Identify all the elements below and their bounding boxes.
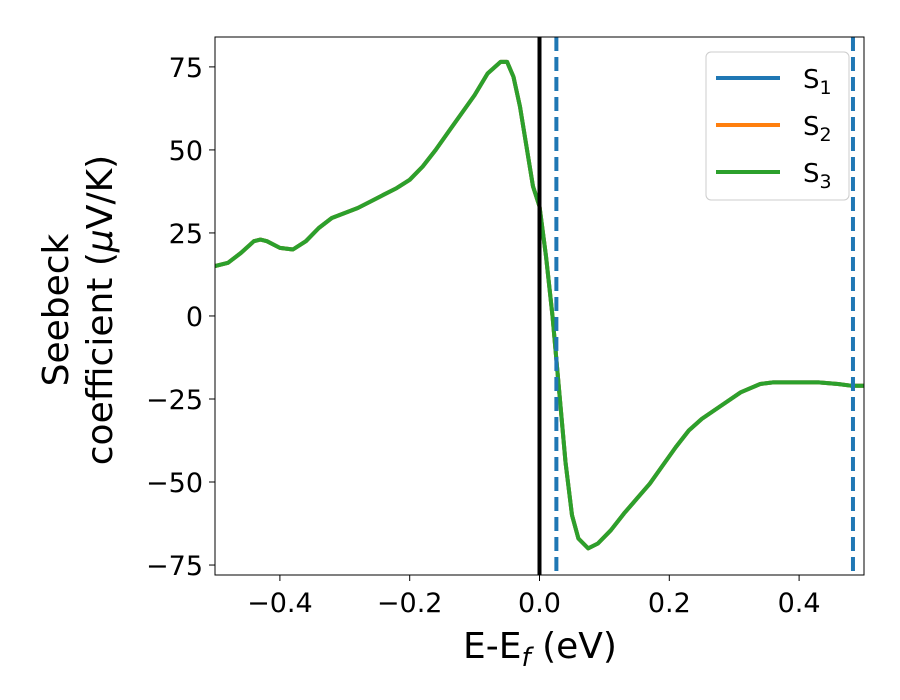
x-tick-label: 0.0 — [518, 588, 561, 619]
x-axis-label: E-Ef (eV) — [463, 626, 617, 673]
plot-area — [215, 37, 864, 575]
y-tick-label: −25 — [146, 385, 203, 416]
x-tick-label: 0.4 — [778, 588, 821, 619]
y-tick-label: 50 — [169, 136, 203, 167]
y-tick-label: 75 — [169, 53, 203, 84]
legend-label-s1: S1 — [803, 65, 832, 99]
x-tick-label: −0.2 — [377, 588, 443, 619]
y-tick-label: −75 — [146, 551, 203, 582]
x-tick-label: 0.2 — [648, 588, 691, 619]
series-group — [215, 59, 864, 551]
y-axis-label-line1: Seebeck — [36, 233, 77, 386]
series-line-s3 — [215, 59, 864, 551]
y-axis-label-line2: coefficient (μV/K) — [80, 155, 121, 465]
y-tick-label: −50 — [146, 468, 203, 499]
y-tick-label: 0 — [186, 302, 203, 333]
x-tick-label: −0.4 — [247, 588, 313, 619]
legend: S1 S2 S3 — [705, 51, 850, 201]
axes: −0.4 −0.2 0.0 0.2 0.4 75 50 25 0 −25 −50 −75 — [146, 36, 865, 619]
legend-label-s3: S3 — [803, 159, 832, 193]
y-tick-label: 25 — [169, 219, 203, 250]
legend-label-s2: S2 — [803, 112, 832, 146]
